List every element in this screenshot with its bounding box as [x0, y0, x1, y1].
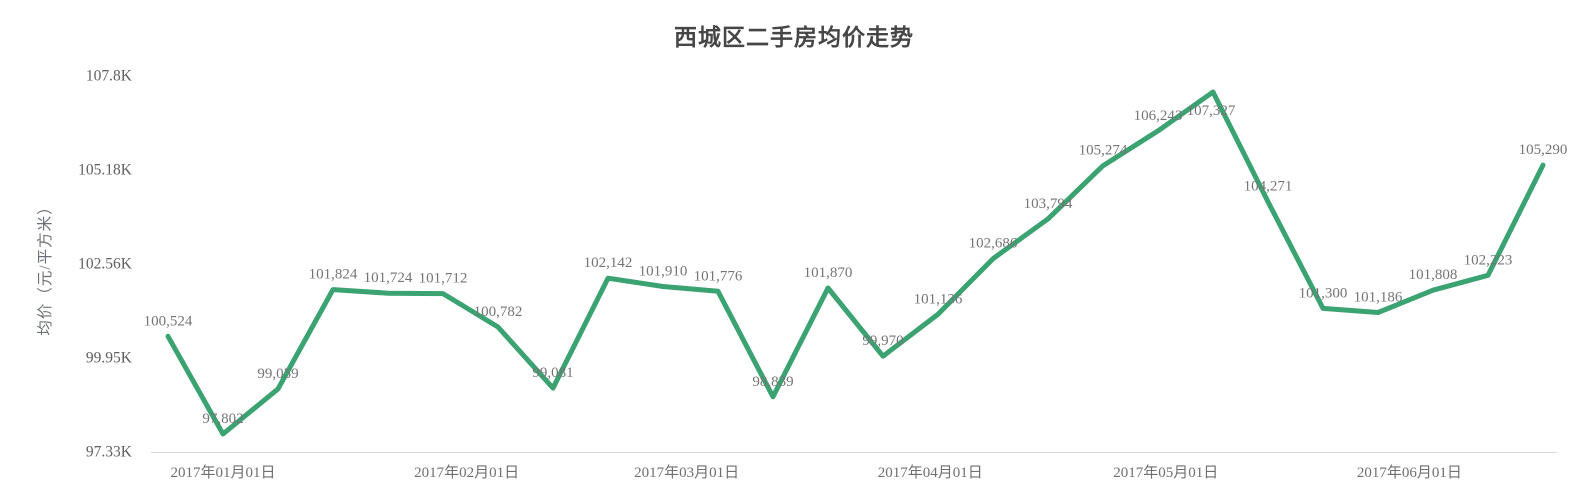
- point-label: 101,776: [694, 268, 743, 284]
- point-label: 106,243: [1134, 108, 1183, 124]
- y-tick-label: 107.8K: [86, 68, 133, 85]
- point-label: 101,824: [309, 267, 358, 283]
- point-label: 101,808: [1409, 267, 1458, 283]
- point-label: 107,327: [1187, 103, 1236, 119]
- x-tick-label: 2017年01月01日: [170, 464, 275, 481]
- x-tick-label: 2017年04月01日: [878, 464, 983, 481]
- point-label: 101,186: [1354, 290, 1403, 306]
- point-label: 101,300: [1299, 285, 1348, 301]
- point-label: 99,081: [532, 365, 573, 381]
- point-label: 101,136: [914, 291, 963, 307]
- chart-title: 西城区二手房均价走势: [674, 24, 914, 50]
- point-label: 101,870: [804, 265, 853, 281]
- point-label: 101,724: [364, 270, 413, 286]
- point-label: 104,271: [1244, 179, 1293, 195]
- series-line: [165, 89, 1546, 437]
- point-label: 101,712: [419, 271, 468, 287]
- point-label: 98,839: [752, 374, 793, 390]
- point-label: 99,059: [257, 366, 298, 382]
- point-label: 102,142: [584, 255, 633, 271]
- point-label: 105,274: [1079, 143, 1128, 159]
- point-label: 100,524: [144, 313, 193, 329]
- point-label: 102,686: [969, 236, 1018, 252]
- y-axis-title: 均价（元/平方米）: [36, 198, 54, 335]
- point-label: 99,970: [862, 333, 903, 349]
- y-tick-label: 105.18K: [78, 162, 133, 179]
- x-tick-label: 2017年05月01日: [1113, 464, 1218, 481]
- point-label: 100,782: [474, 304, 523, 320]
- y-tick-label: 97.33K: [86, 444, 133, 461]
- y-tick-label: 99.95K: [86, 349, 133, 366]
- point-label: 97,802: [202, 411, 243, 427]
- point-label: 103,794: [1024, 196, 1073, 212]
- x-tick-label: 2017年02月01日: [414, 464, 519, 481]
- point-label: 102,223: [1464, 252, 1513, 268]
- y-tick-label: 102.56K: [78, 256, 133, 273]
- point-label: 105,290: [1519, 142, 1568, 158]
- point-label: 101,910: [639, 264, 688, 280]
- x-tick-label: 2017年06月01日: [1357, 464, 1462, 481]
- x-tick-label: 2017年03月01日: [634, 464, 739, 481]
